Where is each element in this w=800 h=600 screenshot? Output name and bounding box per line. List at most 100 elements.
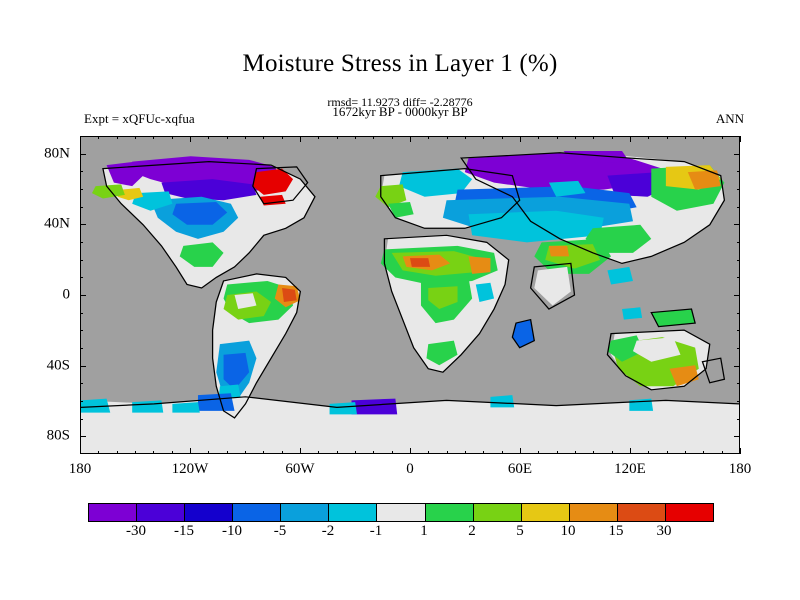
- y-tick-right: [737, 189, 740, 190]
- x-tick-bottom: [593, 451, 594, 454]
- y-tick-right: [737, 313, 740, 314]
- colorbar[interactable]: [88, 503, 714, 522]
- coastline-layer: [81, 152, 739, 419]
- y-tick-left: [80, 260, 83, 261]
- y-tick-right: [734, 154, 740, 155]
- colorbar-band-8[interactable]: [472, 504, 521, 521]
- y-tick-left: [80, 171, 83, 172]
- x-tick-top: [355, 136, 356, 139]
- x-tick-top: [337, 136, 338, 139]
- y-tick-left: [80, 436, 86, 437]
- colorbar-tick-label: -10: [222, 523, 242, 539]
- x-tick-bottom: [135, 451, 136, 454]
- region-antarctica-cyan-5: [490, 395, 515, 408]
- region-europe-green-2: [388, 201, 414, 218]
- map-plot-area: [80, 136, 740, 454]
- y-tick-left: [80, 189, 83, 190]
- region-baffin-red-hotspot: [252, 168, 294, 195]
- x-tick-top: [593, 136, 594, 139]
- x-tick-top: [703, 136, 704, 139]
- x-tick-top: [428, 136, 429, 139]
- map-data-layer: [81, 151, 739, 453]
- x-tick-bottom: [263, 451, 264, 454]
- colorbar-band-0[interactable]: [89, 504, 137, 521]
- colorbar-tick-label: 2: [468, 523, 476, 539]
- region-india-neutral: [534, 266, 571, 306]
- region-antarctica-coast-neutral: [81, 396, 739, 418]
- colorbar-band-4[interactable]: [280, 504, 329, 521]
- colorbar-band-2[interactable]: [184, 504, 233, 521]
- region-antarctica-cyan-3: [172, 402, 200, 413]
- x-tick-top: [263, 136, 264, 139]
- y-tick-right: [737, 171, 740, 172]
- x-axis-label: 180: [68, 461, 92, 477]
- x-tick-bottom: [153, 451, 154, 454]
- y-axis-label: 40N: [44, 215, 70, 232]
- y-tick-right: [737, 207, 740, 208]
- x-tick-bottom: [483, 451, 484, 454]
- region-central-africa-yg: [428, 286, 458, 310]
- colorbar-band-7[interactable]: [424, 504, 473, 521]
- region-siberia-cyan-2: [548, 180, 586, 197]
- y-tick-left: [80, 295, 86, 296]
- x-tick-top: [98, 136, 99, 139]
- y-axis-label: 0: [62, 286, 71, 303]
- statistics-line: rmsd= 11.9273 diff= -2.28776: [327, 95, 473, 109]
- region-brazil-interior-neutral: [234, 293, 257, 310]
- y-axis-label: 80S: [46, 427, 70, 444]
- colorbar-band-1[interactable]: [136, 504, 185, 521]
- x-tick-bottom: [465, 451, 466, 454]
- y-tick-left: [80, 348, 83, 349]
- x-tick-top: [117, 136, 118, 139]
- x-tick-top: [190, 136, 191, 142]
- colorbar-band-6[interactable]: [376, 504, 425, 521]
- y-tick-right: [737, 419, 740, 420]
- x-tick-bottom: [227, 451, 228, 454]
- colorbar-tick-label: 15: [608, 523, 624, 539]
- x-tick-bottom: [502, 451, 503, 454]
- x-tick-top: [208, 136, 209, 139]
- x-tick-top: [447, 136, 448, 139]
- x-tick-bottom: [208, 451, 209, 454]
- y-tick-right: [737, 242, 740, 243]
- region-antarctica-violet: [351, 398, 398, 415]
- colorbar-band-3[interactable]: [232, 504, 281, 521]
- colorbar-band-9[interactable]: [520, 504, 569, 521]
- x-tick-top: [557, 136, 558, 139]
- y-tick-right: [737, 330, 740, 331]
- x-tick-bottom: [557, 451, 558, 454]
- region-ne-brazil-red: [282, 287, 297, 303]
- x-tick-bottom: [740, 448, 741, 454]
- x-tick-top: [410, 136, 411, 142]
- region-east-africa-cyan: [475, 282, 495, 303]
- x-tick-bottom: [630, 448, 631, 454]
- y-axis-label: 40S: [46, 357, 70, 374]
- y-tick-left: [80, 207, 83, 208]
- x-tick-bottom: [355, 451, 356, 454]
- y-tick-right: [737, 277, 740, 278]
- region-antarctica-blue-1: [197, 393, 235, 411]
- colorbar-band-12[interactable]: [664, 504, 714, 521]
- x-tick-bottom: [428, 451, 429, 454]
- y-tick-left: [80, 224, 86, 225]
- x-tick-top: [575, 136, 576, 139]
- x-tick-bottom: [373, 451, 374, 454]
- colorbar-band-5[interactable]: [328, 504, 377, 521]
- region-south-cone-deepblue: [223, 352, 250, 390]
- x-tick-top: [520, 136, 521, 142]
- y-tick-left: [80, 242, 83, 243]
- x-tick-bottom: [117, 451, 118, 454]
- x-tick-bottom: [98, 451, 99, 454]
- y-tick-right: [737, 348, 740, 349]
- colorbar-tick-label: -1: [369, 523, 383, 539]
- y-tick-right: [734, 295, 740, 296]
- x-axis-label: 60E: [507, 461, 533, 477]
- x-tick-top: [135, 136, 136, 139]
- colorbar-band-10[interactable]: [568, 504, 617, 521]
- x-tick-top: [373, 136, 374, 139]
- region-madagascar-blue: [512, 319, 535, 348]
- region-sea-cyan: [607, 266, 633, 285]
- x-tick-top: [153, 136, 154, 139]
- colorbar-band-11[interactable]: [616, 504, 665, 521]
